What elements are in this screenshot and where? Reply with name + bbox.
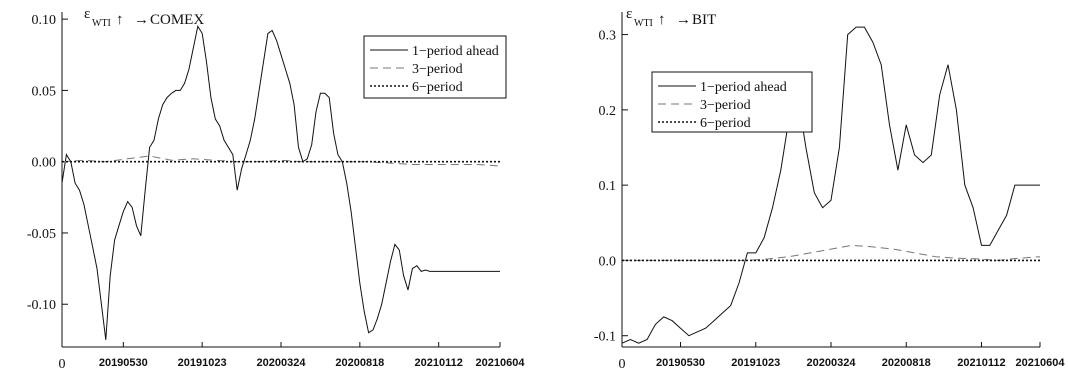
x-tick-label: 20200818 xyxy=(335,357,384,369)
x-tick-label: 20200818 xyxy=(882,357,931,369)
y-tick-label: -0.05 xyxy=(27,227,56,242)
x-tick-label: 20210604 xyxy=(1016,357,1066,369)
legend-entry: 1−period ahead xyxy=(700,80,787,95)
legend-entry: 6−period xyxy=(412,80,463,95)
x-tick-label: 20200324 xyxy=(257,357,307,369)
up-arrow-icon: ↑ xyxy=(116,12,124,28)
title-subscript: WTI xyxy=(92,18,111,29)
y-tick-label: 0.2 xyxy=(599,104,617,119)
right-arrow-icon: → xyxy=(134,12,149,28)
legend-entry: 3−period xyxy=(700,98,751,113)
series-line-dash xyxy=(61,155,501,167)
x-tick-label: 20210112 xyxy=(957,357,1005,369)
x-tick-label: 20210112 xyxy=(415,357,463,369)
chart-comex: -0.10 -0.05 0.00 0.05 0.10 0 20190530 20191023 2… xyxy=(27,6,526,372)
title-target: COMEX xyxy=(150,12,204,28)
y-tick-label: 0.05 xyxy=(32,84,57,99)
right-arrow-icon: → xyxy=(676,12,691,28)
y-tick-label: 0.0 xyxy=(599,254,617,269)
y-tick-label: 0.1 xyxy=(599,179,617,194)
title-epsilon: ε xyxy=(626,6,632,22)
chart-bit: -0.1 0.0 0.1 0.2 0.3 0 20190530 20191023 2020032… xyxy=(594,6,1066,372)
x-tick-label: 20190530 xyxy=(99,357,148,369)
x-tick-label: 20210604 xyxy=(476,357,526,369)
x-tick-label: 20191023 xyxy=(731,357,780,369)
title-epsilon: ε xyxy=(84,6,90,22)
y-tick-label: 0.10 xyxy=(32,13,57,28)
legend-box xyxy=(363,35,507,99)
series-line-dash xyxy=(622,244,1041,261)
series-line-solid xyxy=(621,26,1040,344)
x-tick-label-zero: 0 xyxy=(59,357,66,372)
legend-entry: 1−period ahead xyxy=(412,44,499,59)
x-tick-label: 20190530 xyxy=(656,357,705,369)
title-subscript: WTI xyxy=(634,18,653,29)
x-tick-label-zero: 0 xyxy=(619,357,626,372)
title-target: BIT xyxy=(692,12,716,28)
x-tick-label: 20200324 xyxy=(807,357,857,369)
y-tick-label: 0.00 xyxy=(32,156,57,171)
y-tick-label: -0.1 xyxy=(594,330,616,345)
legend-entry: 3−period xyxy=(412,62,463,77)
x-tick-label: 20191023 xyxy=(178,357,227,369)
y-tick-label: -0.10 xyxy=(27,298,56,313)
series-line-solid xyxy=(61,24,500,340)
up-arrow-icon: ↑ xyxy=(658,12,666,28)
y-tick-label: 0.3 xyxy=(599,29,617,44)
legend-entry: 6−period xyxy=(700,116,751,131)
